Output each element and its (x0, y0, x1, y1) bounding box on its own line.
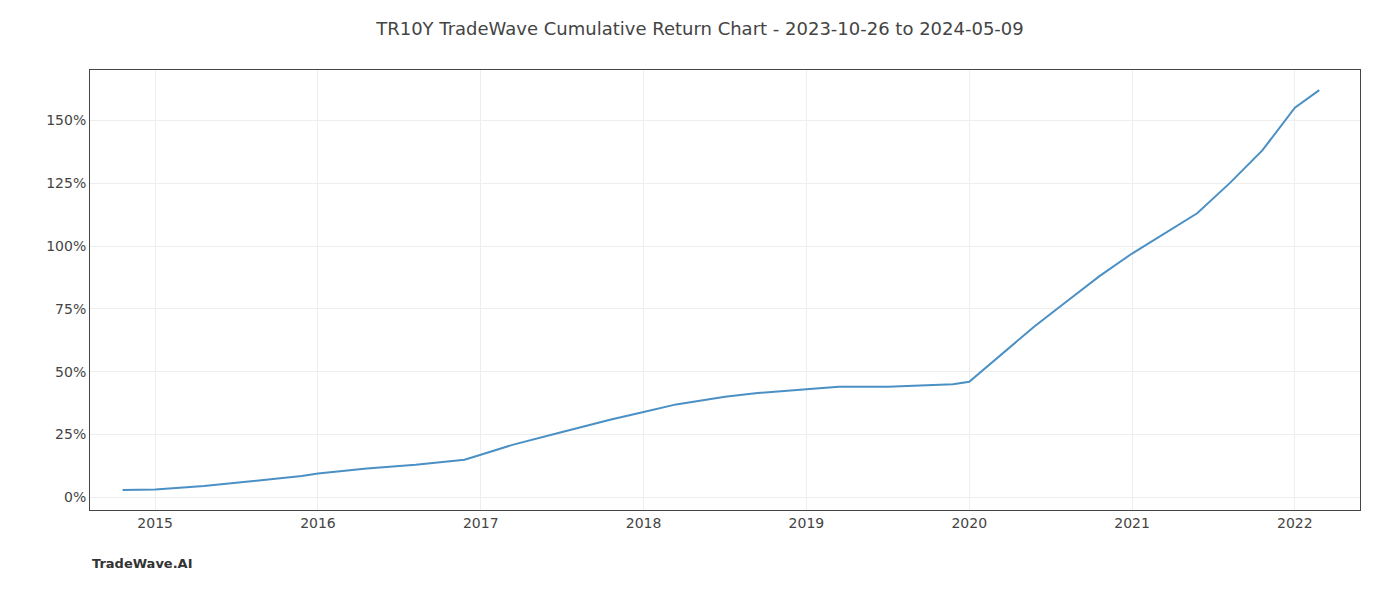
svg-text:TR10Y TradeWave Cumulative Ret: TR10Y TradeWave Cumulative Return Chart … (375, 18, 1024, 39)
svg-text:TradeWave.AI: TradeWave.AI (92, 556, 193, 571)
svg-text:50%: 50% (55, 364, 86, 380)
svg-text:2018: 2018 (626, 515, 662, 531)
svg-text:150%: 150% (46, 112, 86, 128)
svg-text:75%: 75% (55, 301, 86, 317)
svg-text:100%: 100% (46, 238, 86, 254)
svg-text:2019: 2019 (789, 515, 825, 531)
svg-text:2021: 2021 (1114, 515, 1150, 531)
svg-text:2017: 2017 (463, 515, 499, 531)
svg-text:2020: 2020 (951, 515, 987, 531)
svg-text:2016: 2016 (300, 515, 336, 531)
svg-text:2015: 2015 (137, 515, 173, 531)
svg-text:125%: 125% (46, 175, 86, 191)
svg-text:0%: 0% (64, 489, 86, 505)
svg-text:2022: 2022 (1277, 515, 1313, 531)
svg-text:25%: 25% (55, 426, 86, 442)
